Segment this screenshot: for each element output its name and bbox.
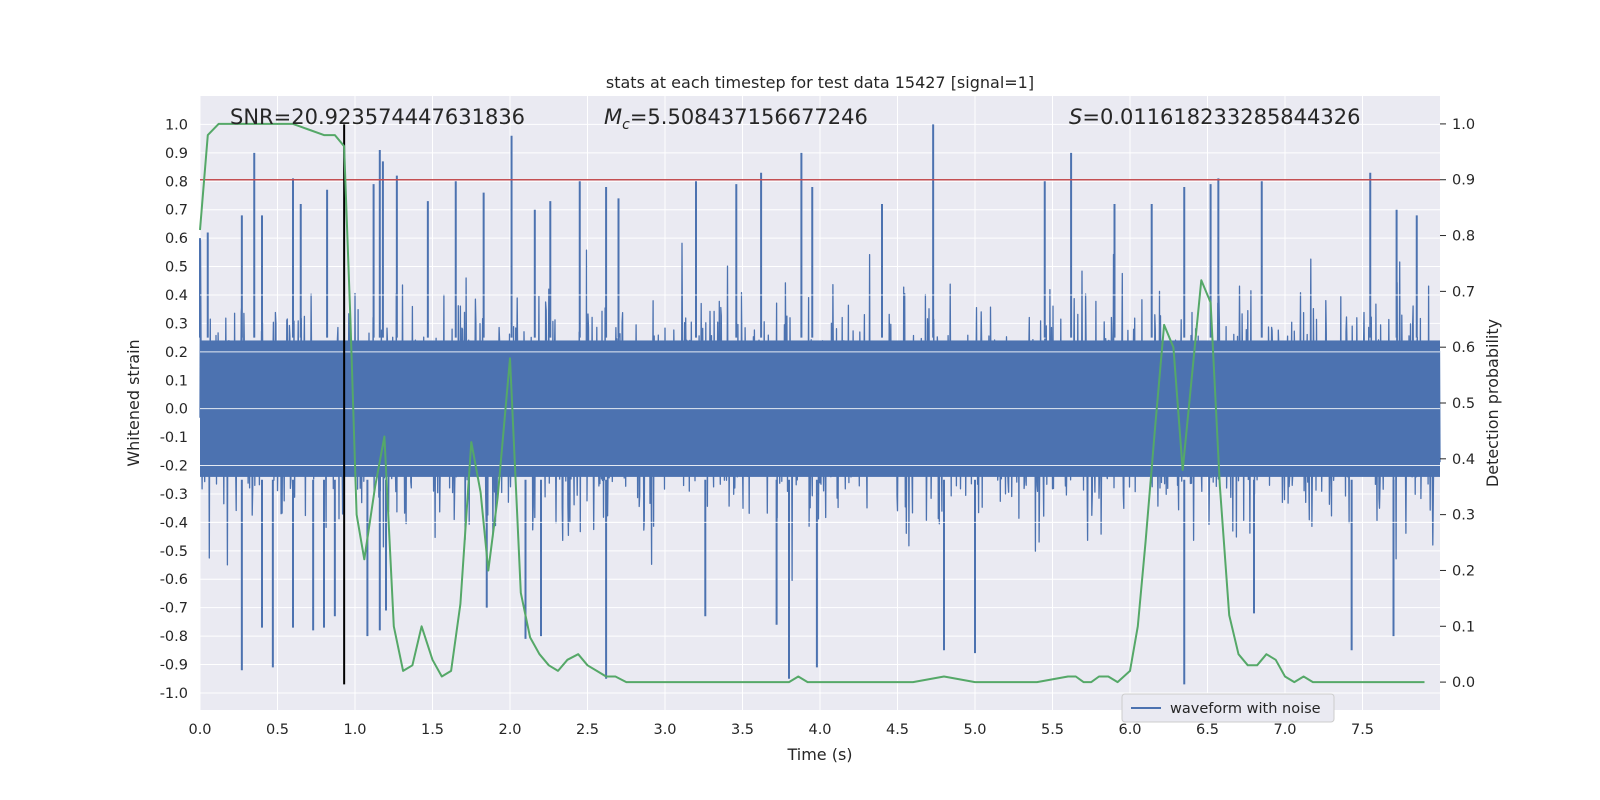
y-tick-label-left: -0.9	[160, 658, 188, 674]
y-tick-label-left: 1.0	[165, 117, 188, 133]
y-tick-label-left: -0.8	[160, 629, 188, 645]
y-tick-label-right: 0.3	[1452, 508, 1475, 524]
x-tick-label: 2.5	[576, 722, 599, 738]
y-tick-label-left: 0.8	[165, 174, 188, 190]
y-tick-label-left: 0.7	[165, 203, 188, 219]
y-tick-label-right: 0.0	[1452, 675, 1475, 691]
x-axis-label: Time (s)	[786, 745, 852, 764]
y-tick-label-left: -0.4	[160, 515, 188, 531]
y-tick-label-left: 0.9	[165, 146, 188, 162]
y-tick-label-right: 0.8	[1452, 229, 1475, 245]
y-tick-label-right: 0.4	[1452, 452, 1475, 468]
x-tick-label: 0.0	[188, 722, 211, 738]
s-symbol: S	[1069, 105, 1082, 129]
y-tick-label-left: 0.2	[165, 345, 188, 361]
y-tick-label-right: 0.1	[1452, 619, 1475, 635]
y-tick-label-left: -0.6	[160, 572, 188, 588]
legend: waveform with noise	[1121, 693, 1335, 723]
x-tick-label: 5.0	[963, 722, 986, 738]
y-tick-label-right: 0.2	[1452, 563, 1475, 579]
y-tick-label-right: 0.5	[1452, 396, 1475, 412]
y-tick-label-left: -0.7	[160, 601, 188, 617]
y-tick-label-right: 0.6	[1452, 340, 1475, 356]
chirp-mass-subscript: c	[622, 117, 630, 133]
x-tick-label: 2.0	[498, 722, 521, 738]
x-tick-label: 3.5	[731, 722, 754, 738]
snr-annotation: SNR=20.923574447631836	[230, 105, 525, 129]
x-tick-label: 5.5	[1041, 722, 1064, 738]
legend-box	[1121, 693, 1335, 723]
chirp-mass-annotation: Mc=5.508437156677246	[604, 105, 868, 133]
chart-title: stats at each timestep for test data 154…	[606, 73, 1034, 92]
x-tick-label: 3.0	[653, 722, 676, 738]
y-tick-label-left: -1.0	[160, 686, 188, 702]
y-tick-label-left: -0.5	[160, 544, 188, 560]
y-axis-label-right: Detection probability	[1483, 319, 1502, 487]
legend-label: waveform with noise	[1170, 701, 1321, 717]
x-tick-label: 7.5	[1351, 722, 1374, 738]
s-value: =0.011618233285844326	[1082, 105, 1360, 129]
probability-line	[199, 122, 1425, 684]
y-tick-label-right: 1.0	[1452, 117, 1475, 133]
y-tick-label-left: 0.1	[165, 373, 188, 389]
y-tick-label-left: 0.6	[165, 231, 188, 247]
y-tick-label-left: -0.1	[160, 430, 188, 446]
x-tick-label: 4.5	[886, 722, 909, 738]
x-tick-label: 6.0	[1118, 722, 1141, 738]
x-tick-label: 4.0	[808, 722, 831, 738]
x-tick-label: 7.0	[1273, 722, 1296, 738]
y-tick-label-left: 0.0	[165, 402, 188, 418]
chirp-mass-value: =5.508437156677246	[630, 105, 868, 129]
ticks: 0.0 0.5 1.0 1.5 2.0 2.5 3.0 3.5 4.0 4.5 5.0 5.5 6.0 6…	[160, 117, 1475, 738]
y-tick-label-left: 0.4	[165, 288, 188, 304]
s-annotation: S=0.011618233285844326	[1069, 105, 1360, 129]
x-tick-label: 1.5	[421, 722, 444, 738]
y-tick-label-left: 0.3	[165, 316, 188, 332]
y-tick-label-left: -0.3	[160, 487, 188, 503]
overlay	[199, 122, 1440, 685]
y-tick-label-left: -0.2	[160, 459, 188, 475]
x-tick-label: 6.5	[1196, 722, 1219, 738]
y-tick-label-right: 0.9	[1452, 173, 1475, 189]
y-tick-label-right: 0.7	[1452, 284, 1475, 300]
x-tick-label: 0.5	[266, 722, 289, 738]
x-tick-label: 1.0	[343, 722, 366, 738]
waveform-series	[199, 124, 1441, 685]
chirp-mass-symbol: M	[604, 105, 622, 129]
y-axis-label-left: Whitened strain	[124, 339, 143, 466]
y-tick-label-left: 0.5	[165, 260, 188, 276]
